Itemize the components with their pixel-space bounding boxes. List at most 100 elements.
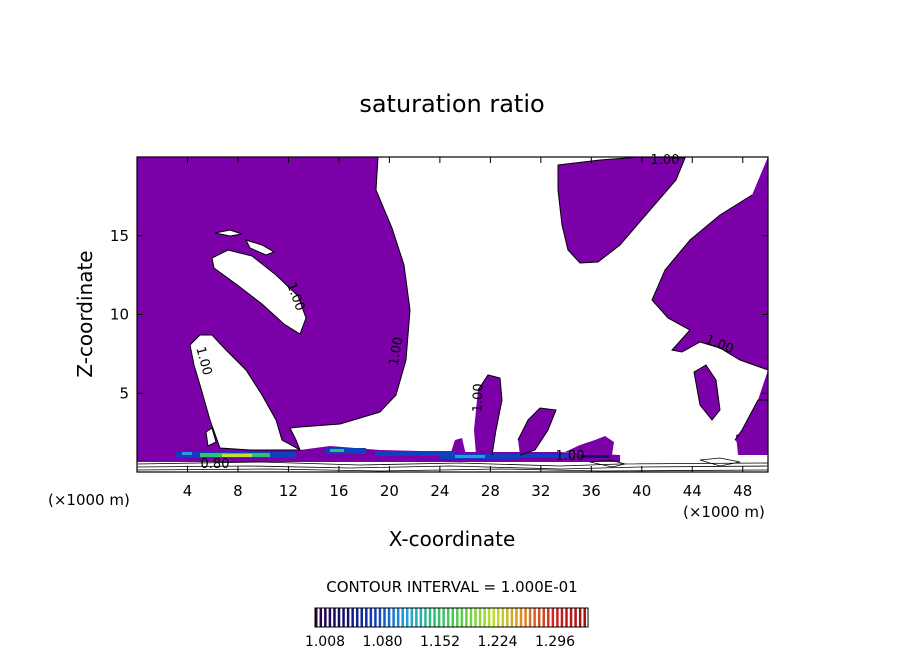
colorbar-swatch bbox=[419, 608, 423, 627]
colorbar-swatch bbox=[374, 608, 377, 627]
colorbar-swatch bbox=[324, 608, 327, 627]
colorbar-swatch bbox=[406, 608, 409, 627]
colorbar-swatch bbox=[446, 608, 450, 627]
x-tick-label: 40 bbox=[632, 482, 651, 500]
y-axis-unit: (×1000 m) bbox=[48, 491, 130, 509]
colorbar-swatch bbox=[533, 608, 536, 627]
contour-lines bbox=[289, 157, 768, 456]
x-tick-label: 20 bbox=[380, 482, 399, 500]
contour-label: 1.00 bbox=[387, 336, 407, 367]
colorbar-swatch bbox=[378, 608, 382, 627]
y-tick-label: 5 bbox=[119, 384, 129, 402]
colorbar-swatch bbox=[387, 608, 391, 627]
colorbar-swatch bbox=[319, 608, 323, 627]
lobe-right-low bbox=[694, 365, 720, 420]
colorbar-tick-label: 1.152 bbox=[420, 634, 460, 650]
colorbar-swatch bbox=[410, 608, 414, 627]
x-tick-label: 32 bbox=[531, 482, 550, 500]
colorbar-swatch bbox=[547, 608, 550, 627]
colorbar-swatch bbox=[569, 608, 573, 627]
surface-peak-strip bbox=[176, 448, 610, 459]
supersaturated-region-right bbox=[652, 157, 768, 455]
colorbar-swatch bbox=[355, 608, 359, 627]
x-tick-label: 44 bbox=[683, 482, 702, 500]
colorbar-swatch bbox=[537, 608, 541, 627]
colorbar-swatch bbox=[424, 608, 427, 627]
contour-label: 1.00 bbox=[556, 449, 585, 464]
colorbar-swatch bbox=[465, 608, 468, 627]
subsaturated-hole-large bbox=[211, 249, 307, 335]
x-tick-label: 28 bbox=[481, 482, 500, 500]
colorbar-swatch bbox=[515, 608, 518, 627]
colorbar-swatch bbox=[474, 608, 477, 627]
lobe-32 bbox=[518, 408, 556, 455]
colorbar-frame bbox=[314, 607, 589, 628]
colorbar-tick-labels: 1.008 1.080 1.152 1.224 1.296 bbox=[305, 634, 575, 650]
colorbar-swatch bbox=[560, 608, 564, 627]
colorbar-swatch bbox=[519, 608, 523, 627]
colorbar-swatch bbox=[565, 608, 568, 627]
colorbar-swatch bbox=[346, 608, 350, 627]
lobe-36 bbox=[565, 436, 614, 455]
colorbar-swatch bbox=[556, 608, 559, 627]
colorbar-swatch bbox=[333, 608, 336, 627]
colorbar-swatch bbox=[478, 608, 482, 627]
colorbar-swatch bbox=[492, 608, 495, 627]
colorbar-swatch bbox=[360, 608, 364, 627]
x-tick-label: 8 bbox=[233, 482, 243, 500]
colorbar-swatch bbox=[433, 608, 436, 627]
colorbar-swatch bbox=[415, 608, 418, 627]
colorbar-swatch bbox=[469, 608, 473, 627]
colorbar-swatch bbox=[396, 608, 400, 627]
contour-interval: CONTOUR INTERVAL = 1.000E-01 bbox=[326, 578, 577, 596]
lobe-24 bbox=[450, 438, 466, 455]
colorbar-tick-label: 1.296 bbox=[535, 634, 575, 650]
colorbar-swatch bbox=[528, 608, 532, 627]
colorbar-swatch bbox=[392, 608, 395, 627]
colorbar-swatch bbox=[506, 608, 509, 627]
colorbar-swatch bbox=[542, 608, 546, 627]
x-tick-label: 16 bbox=[329, 482, 348, 500]
colorbar-swatch bbox=[510, 608, 514, 627]
colorbar-swatch bbox=[487, 608, 491, 627]
colorbar-swatch bbox=[497, 608, 500, 627]
x-axis-unit: (×1000 m) bbox=[683, 503, 765, 521]
x-tick-label: 12 bbox=[279, 482, 298, 500]
colorbar-swatch bbox=[460, 608, 464, 627]
colorbar-swatch bbox=[551, 608, 555, 627]
contour-label: 1.00 bbox=[471, 383, 487, 412]
colorbar-swatch bbox=[369, 608, 373, 627]
subsaturated-hole-small-1 bbox=[214, 229, 243, 237]
x-tick-label: 48 bbox=[733, 482, 752, 500]
colorbar bbox=[314, 607, 589, 628]
colorbar-swatch bbox=[337, 608, 341, 627]
colorbar-tick-label: 1.008 bbox=[305, 634, 345, 650]
colorbar-swatch bbox=[574, 608, 577, 627]
y-tick-label: 10 bbox=[110, 306, 129, 324]
colorbar-swatch bbox=[365, 608, 368, 627]
colorbar-swatch bbox=[456, 608, 459, 627]
colorbar-swatch bbox=[578, 608, 582, 627]
colorbar-tick-label: 1.080 bbox=[362, 634, 402, 650]
colorbar-swatch bbox=[342, 608, 345, 627]
colorbar-swatch bbox=[437, 608, 441, 627]
colorbar-swatch bbox=[442, 608, 445, 627]
colorbar-swatch bbox=[451, 608, 455, 627]
contour-label: 1.00 bbox=[192, 345, 214, 377]
x-axis-title: X-coordinate bbox=[389, 527, 516, 551]
chart-title: saturation ratio bbox=[359, 90, 544, 118]
colorbar-swatch bbox=[401, 608, 404, 627]
colorbar-swatch bbox=[583, 608, 586, 627]
subsaturated-hole-lower bbox=[189, 334, 302, 451]
y-axis-title: Z-coordinate bbox=[73, 250, 97, 377]
contour-label: 0.80 bbox=[201, 457, 230, 472]
y-tick-label: 15 bbox=[110, 227, 129, 245]
x-tick-label: 4 bbox=[183, 482, 193, 500]
contour-label: 1.00 bbox=[651, 153, 680, 168]
lobe-right-bottom bbox=[736, 430, 768, 455]
x-tick-label: 24 bbox=[430, 482, 449, 500]
colorbar-swatch bbox=[501, 608, 505, 627]
colorbar-swatch bbox=[328, 608, 332, 627]
